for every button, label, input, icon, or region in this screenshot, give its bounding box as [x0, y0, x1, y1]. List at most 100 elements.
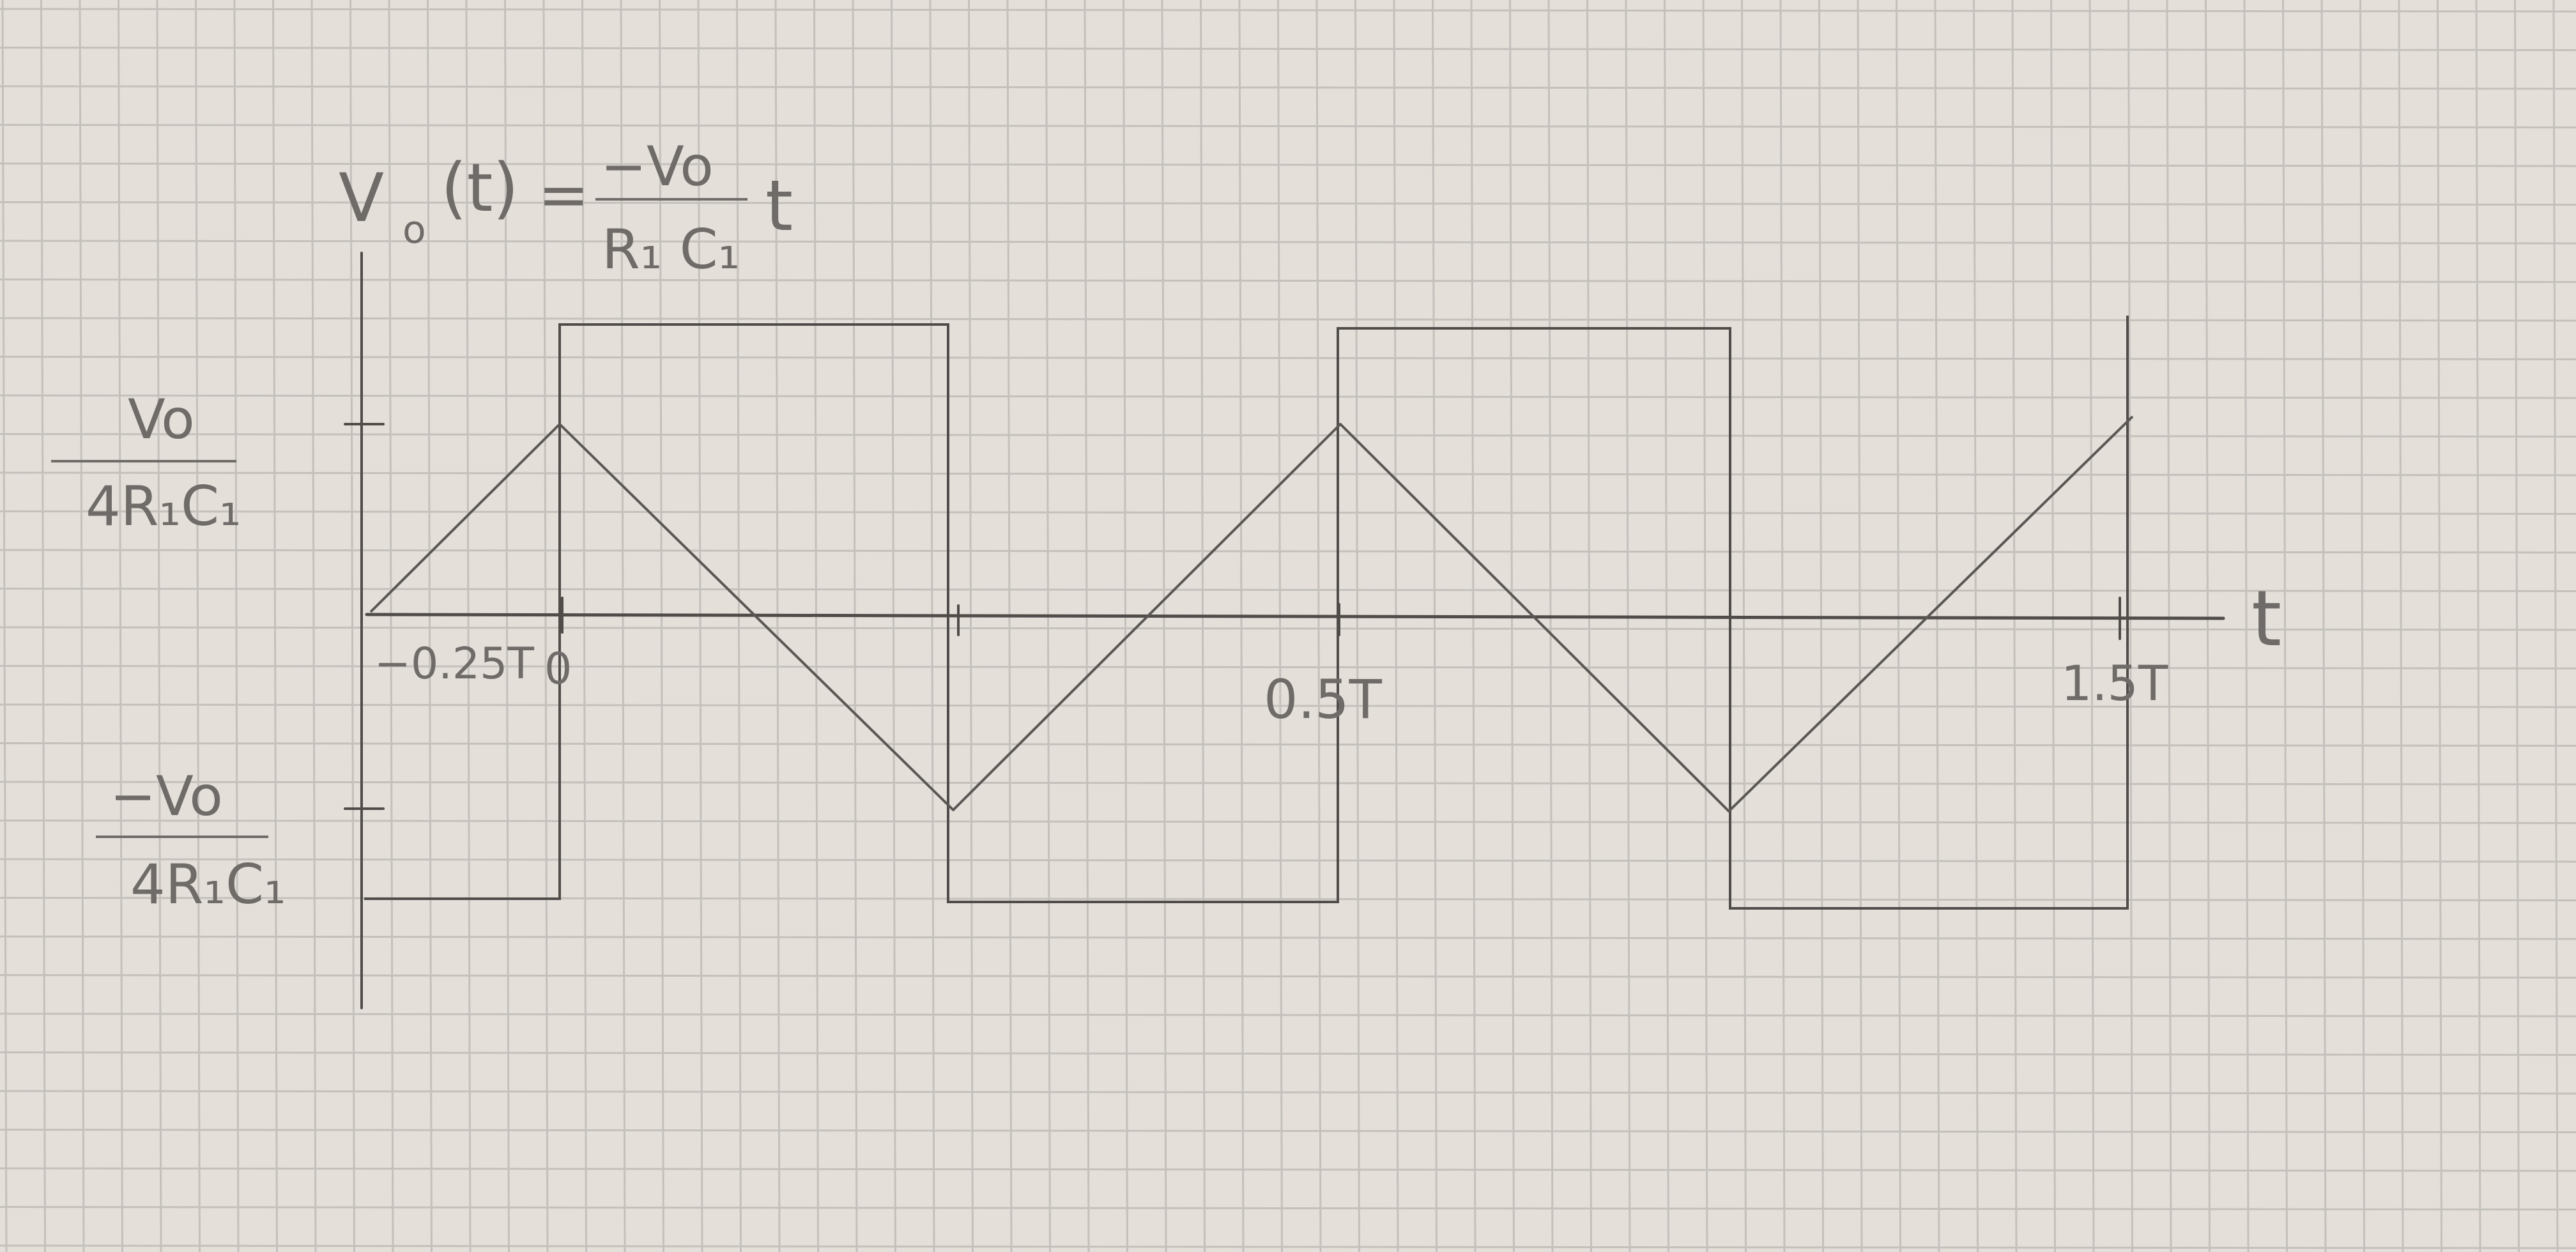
grid-line-vertical: [1625, 0, 1631, 1252]
grid-line-vertical: [929, 0, 935, 1252]
y-label-lower: −Vo 4R₁C₁: [96, 765, 286, 917]
grid-line-horizontal: [0, 240, 2576, 245]
grid-line-vertical: [79, 0, 85, 1252]
grid-line-vertical: [1393, 0, 1399, 1252]
grid-line-vertical: [774, 0, 781, 1252]
grid-line-horizontal: [0, 626, 2576, 631]
grid-line-vertical: [118, 0, 123, 1252]
y-label-upper-numerator: Vo: [128, 388, 195, 452]
grid-line-vertical: [2089, 0, 2095, 1252]
grid-line-vertical: [1779, 0, 1786, 1252]
grid-line-horizontal: [0, 356, 2576, 360]
grid-line-vertical: [2359, 0, 2365, 1252]
grid-line-horizontal: [0, 201, 2576, 206]
grid-line-vertical: [813, 0, 819, 1252]
grid-line-vertical: [1006, 0, 1013, 1252]
grid-line-horizontal: [0, 588, 2576, 592]
grid-line-horizontal: [0, 1051, 2576, 1056]
grid-line-vertical: [2475, 0, 2481, 1252]
grid-line-horizontal: [0, 1012, 2576, 1018]
grid-line-horizontal: [0, 1090, 2576, 1095]
grid-line-vertical: [1509, 0, 1515, 1252]
equation-lhs: V: [339, 159, 384, 237]
grid-line-horizontal: [0, 433, 2576, 438]
grid-line-vertical: [195, 0, 201, 1252]
grid-line-horizontal: [0, 1167, 2576, 1172]
grid-line-horizontal: [0, 703, 2576, 708]
grid-line-horizontal: [0, 549, 2576, 554]
grid-line-vertical: [1741, 0, 1747, 1252]
output-equation: V o (t) = −Vo R₁ C₁ t: [339, 135, 793, 282]
x-label-neg-quarter-period: −0.25T: [374, 639, 534, 689]
grid-line-vertical: [388, 0, 394, 1252]
grid-line-vertical: [1973, 0, 1979, 1252]
grid-line-horizontal: [0, 742, 2576, 747]
grid-line-horizontal: [0, 1129, 2576, 1133]
grid-line-vertical: [2552, 0, 2559, 1252]
grid-line-vertical: [1818, 0, 1824, 1252]
grid-line-vertical: [1315, 0, 1322, 1252]
grid-line-horizontal: [0, 974, 2576, 979]
grid-line-vertical: [1084, 0, 1090, 1252]
equation-numerator: −Vo: [601, 135, 714, 199]
grid-line-vertical: [1547, 0, 1554, 1252]
grid-line-vertical: [272, 0, 278, 1252]
grid-line-vertical: [581, 0, 587, 1252]
axes: [360, 252, 2225, 1009]
y-label-upper: Vo 4R₁C₁: [51, 388, 241, 538]
x-label-one-half-period: 1.5T: [2061, 655, 2168, 712]
grid-line-vertical: [2437, 0, 2442, 1252]
grid-line-horizontal: [0, 820, 2576, 824]
grid-line-horizontal: [0, 394, 2576, 399]
grid-line-vertical: [2282, 0, 2288, 1252]
grid-line-vertical: [1123, 0, 1128, 1252]
grid-line-vertical: [1200, 0, 1206, 1252]
triangle-wave: [369, 415, 2134, 813]
grid-line-vertical: [310, 0, 317, 1252]
equation-denominator: R₁ C₁: [602, 218, 740, 282]
grid-line-vertical: [1586, 0, 1592, 1252]
grid-line-vertical: [1857, 0, 1863, 1252]
grid-line-vertical: [736, 0, 742, 1252]
grid-line-vertical: [1896, 0, 1901, 1252]
grid-line-vertical: [1045, 0, 1051, 1252]
square-wave: [364, 316, 2129, 910]
grid-line-horizontal: [0, 279, 2576, 283]
grid-line-horizontal: [0, 8, 2576, 13]
grid-line-vertical: [427, 0, 433, 1252]
grid-line-vertical: [2011, 0, 2018, 1252]
equation-variable: t: [765, 165, 793, 247]
grid-line-vertical: [1470, 0, 1476, 1252]
grid-line-vertical: [1664, 0, 1669, 1252]
equation-argument: (t): [441, 149, 519, 227]
grid-line-horizontal: [0, 317, 2576, 322]
grid-line-vertical: [697, 0, 703, 1252]
grid-line-horizontal: [0, 510, 2576, 515]
y-label-lower-denominator: 4R₁C₁: [130, 853, 286, 917]
grid-line-vertical: [852, 0, 858, 1252]
grid-line-horizontal: [0, 47, 2576, 51]
grid-line-vertical: [2205, 0, 2211, 1252]
grid-line-vertical: [156, 0, 162, 1252]
x-label-zero: 0: [544, 644, 572, 694]
grid-line-horizontal: [0, 124, 2576, 128]
t-axis-label: t: [2251, 575, 2281, 664]
grid-line-vertical: [1702, 0, 1708, 1252]
grid-line-vertical: [233, 0, 240, 1252]
x-label-half-period: 0.5T: [1264, 668, 1383, 731]
grid-line-vertical: [2128, 0, 2133, 1252]
grid-line-horizontal: [0, 935, 2576, 940]
grid-line-vertical: [2320, 0, 2327, 1252]
grid-line-vertical: [349, 0, 355, 1252]
grid-line-vertical: [2514, 0, 2520, 1252]
grid-line-vertical: [891, 0, 896, 1252]
grid-line-vertical: [1161, 0, 1167, 1252]
grid-line-horizontal: [0, 85, 2576, 90]
grid-line-vertical: [2398, 0, 2404, 1252]
grid-line-vertical: [2166, 0, 2172, 1252]
grid-line-vertical: [659, 0, 664, 1252]
grid-line-vertical: [620, 0, 626, 1252]
grid-line-vertical: [40, 0, 46, 1252]
